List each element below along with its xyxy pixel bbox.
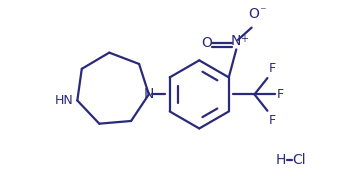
Text: O: O: [248, 7, 259, 21]
Text: F: F: [269, 62, 276, 75]
Text: Cl: Cl: [292, 153, 306, 167]
Text: H: H: [276, 153, 286, 167]
Text: ⁻: ⁻: [259, 5, 266, 18]
Text: HN: HN: [54, 94, 73, 107]
Text: O: O: [201, 36, 212, 50]
Text: +: +: [240, 33, 248, 43]
Text: N: N: [231, 34, 241, 48]
Text: N: N: [144, 87, 154, 101]
Text: F: F: [277, 88, 284, 101]
Text: F: F: [269, 114, 276, 127]
